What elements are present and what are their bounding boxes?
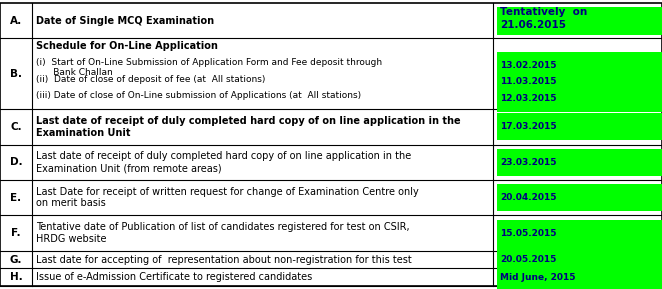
Text: Schedule for On-Line Application: Schedule for On-Line Application bbox=[36, 41, 218, 51]
Text: B.: B. bbox=[10, 69, 22, 79]
Text: (iii) Date of close of On-Line submission of Applications (at  All stations): (iii) Date of close of On-Line submissio… bbox=[36, 91, 361, 100]
Text: Mid June, 2015: Mid June, 2015 bbox=[500, 273, 575, 282]
Text: E.: E. bbox=[11, 192, 21, 203]
Text: Tentatively  on
21.06.2015: Tentatively on 21.06.2015 bbox=[500, 7, 587, 29]
Text: 13.02.2015: 13.02.2015 bbox=[500, 61, 556, 70]
Text: H.: H. bbox=[9, 272, 23, 282]
Text: Last date for accepting of  representation about non-registration for this test: Last date for accepting of representatio… bbox=[36, 255, 412, 264]
Text: Issue of e-Admission Certificate to registered candidates: Issue of e-Admission Certificate to regi… bbox=[36, 272, 312, 282]
Bar bbox=[497, 149, 662, 176]
Text: A.: A. bbox=[10, 16, 22, 26]
Bar bbox=[497, 52, 662, 79]
Text: D.: D. bbox=[9, 157, 23, 167]
Bar bbox=[497, 184, 662, 211]
Text: 11.03.2015: 11.03.2015 bbox=[500, 77, 556, 86]
Bar bbox=[497, 264, 662, 289]
Text: 20.04.2015: 20.04.2015 bbox=[500, 193, 556, 202]
Text: (i)  Start of On-Line Submission of Application Form and Fee deposit through
   : (i) Start of On-Line Submission of Appli… bbox=[36, 58, 382, 77]
Bar bbox=[497, 7, 662, 36]
Text: 12.03.2015: 12.03.2015 bbox=[500, 94, 556, 103]
Text: G.: G. bbox=[10, 255, 22, 264]
Text: 23.03.2015: 23.03.2015 bbox=[500, 158, 556, 167]
Text: Date of Single MCQ Examination: Date of Single MCQ Examination bbox=[36, 16, 214, 26]
Text: 20.05.2015: 20.05.2015 bbox=[500, 255, 556, 264]
Bar bbox=[497, 113, 662, 140]
Text: 15.05.2015: 15.05.2015 bbox=[500, 229, 556, 238]
Text: Tentative date of Publication of list of candidates registered for test on CSIR,: Tentative date of Publication of list of… bbox=[36, 222, 409, 244]
Text: (ii)  Date of close of deposit of fee (at  All stations): (ii) Date of close of deposit of fee (at… bbox=[36, 75, 265, 84]
Text: C.: C. bbox=[10, 122, 22, 132]
Text: Last date of receipt of duly completed hard copy of on line application in the
E: Last date of receipt of duly completed h… bbox=[36, 151, 411, 173]
Text: Last date of receipt of duly completed hard copy of on line application in the
E: Last date of receipt of duly completed h… bbox=[36, 116, 460, 138]
Text: Last Date for receipt of written request for change of Examination Centre only
o: Last Date for receipt of written request… bbox=[36, 187, 418, 208]
Text: 17.03.2015: 17.03.2015 bbox=[500, 122, 557, 131]
Text: F.: F. bbox=[11, 228, 21, 238]
Bar bbox=[497, 220, 662, 246]
Bar bbox=[497, 68, 662, 95]
Bar bbox=[497, 246, 662, 273]
Bar bbox=[497, 85, 662, 112]
